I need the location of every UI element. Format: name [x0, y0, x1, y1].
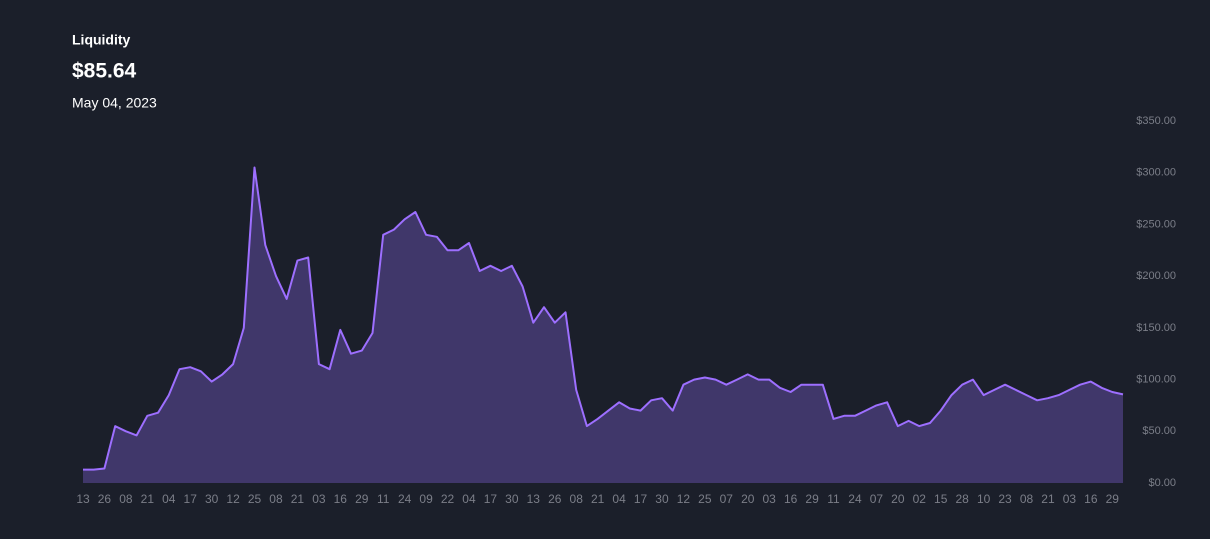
- headline-value: $85.64: [72, 60, 137, 83]
- x-tick-label: 07: [870, 492, 884, 506]
- x-tick-label: 25: [248, 492, 262, 506]
- x-tick-label: 17: [634, 492, 648, 506]
- x-tick-label: 13: [527, 492, 541, 506]
- y-tick-label: $350.00: [1136, 115, 1176, 127]
- x-tick-label: 13: [76, 492, 90, 506]
- x-tick-label: 30: [505, 492, 519, 506]
- y-tick-label: $100.00: [1136, 373, 1176, 385]
- x-tick-label: 29: [1106, 492, 1120, 506]
- x-tick-label: 03: [312, 492, 326, 506]
- area-fill: [83, 167, 1123, 483]
- x-tick-label: 11: [827, 492, 840, 506]
- x-tick-label: 04: [462, 492, 476, 506]
- x-tick-label: 30: [205, 492, 219, 506]
- x-tick-label: 23: [998, 492, 1012, 506]
- y-tick-label: $300.00: [1136, 167, 1176, 179]
- x-tick-label: 25: [698, 492, 712, 506]
- x-tick-label: 26: [548, 492, 562, 506]
- x-tick-label: 03: [763, 492, 777, 506]
- x-tick-label: 07: [720, 492, 734, 506]
- x-tick-label: 17: [484, 492, 498, 506]
- x-tick-label: 12: [677, 492, 691, 506]
- x-tick-label: 29: [355, 492, 369, 506]
- x-tick-label: 10: [977, 492, 991, 506]
- chart-title: Liquidity: [72, 32, 131, 48]
- x-tick-label: 21: [591, 492, 605, 506]
- x-tick-label: 03: [1063, 492, 1077, 506]
- x-tick-label: 04: [162, 492, 176, 506]
- x-tick-label: 16: [1084, 492, 1098, 506]
- x-tick-label: 12: [226, 492, 240, 506]
- line: [83, 166, 1124, 471]
- x-tick-label: 08: [570, 492, 584, 506]
- y-tick-label: $0.00: [1148, 477, 1176, 489]
- y-tick-label: $200.00: [1136, 270, 1176, 282]
- y-tick-label: $150.00: [1136, 322, 1176, 334]
- y-tick-label: $250.00: [1136, 218, 1176, 230]
- x-tick-label: 17: [184, 492, 198, 506]
- x-tick-label: 22: [441, 492, 455, 506]
- x-tick-label: 20: [741, 492, 755, 506]
- x-tick-label: 20: [891, 492, 905, 506]
- x-tick-label: 30: [655, 492, 669, 506]
- x-tick-label: 08: [269, 492, 283, 506]
- x-tick-label: 24: [848, 492, 862, 506]
- y-tick-label: $50.00: [1142, 425, 1176, 437]
- date-label: May 04, 2023: [72, 95, 157, 111]
- x-tick-label: 28: [955, 492, 969, 506]
- x-tick-label: 08: [119, 492, 133, 506]
- x-tick-label: 16: [784, 492, 798, 506]
- x-tick-label: 16: [334, 492, 348, 506]
- x-tick-label: 29: [805, 492, 819, 506]
- x-tick-label: 02: [913, 492, 927, 506]
- x-tick-label: 15: [934, 492, 948, 506]
- x-tick-label: 08: [1020, 492, 1034, 506]
- x-tick-label: 11: [377, 492, 390, 506]
- x-tick-label: 04: [612, 492, 626, 506]
- x-tick-label: 09: [419, 492, 433, 506]
- x-tick-label: 21: [291, 492, 305, 506]
- x-tick-label: 21: [1041, 492, 1055, 506]
- x-tick-label: 24: [398, 492, 412, 506]
- x-tick-label: 21: [141, 492, 155, 506]
- x-tick-label: 26: [98, 492, 112, 506]
